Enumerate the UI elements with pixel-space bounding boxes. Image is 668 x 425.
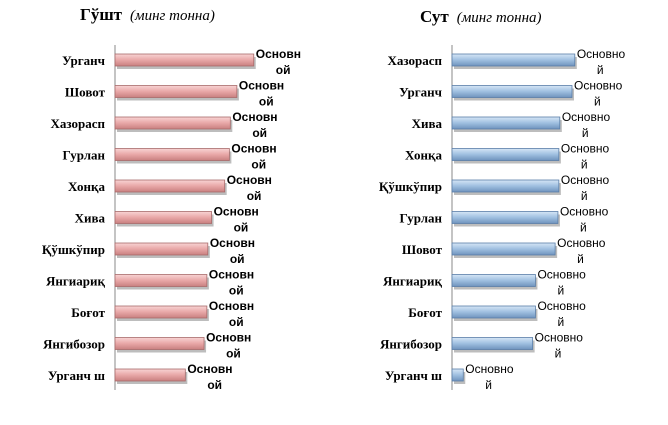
meat-bar [114, 116, 231, 130]
meat-data-label: Основн ой [256, 47, 301, 77]
milk-category-label: Хива [412, 116, 443, 131]
meat-data-label: Основн ой [209, 299, 254, 329]
meat-bar [114, 148, 230, 161]
milk-data-label: Основно й [537, 299, 586, 329]
meat-bar [114, 242, 209, 256]
meat-data-label: Основн ой [239, 79, 284, 109]
milk-category-label: Янгиариқ [383, 274, 442, 289]
meat-data-label: Основн ой [209, 268, 254, 298]
meat-category-label: Янгиариқ [46, 274, 105, 289]
meat-bar [114, 337, 205, 350]
meat-category-label: Шовот [65, 85, 106, 100]
meat-bar [114, 305, 208, 319]
milk-category-label: Хонқа [405, 148, 442, 163]
meat-data-label: Основн ой [227, 173, 272, 203]
milk-bar [451, 337, 534, 350]
milk-data-label: Основно й [562, 110, 611, 140]
milk-chart: Сут (минг тонна) Хазорасп Основно й Урганч О… [379, 7, 626, 392]
meat-bar [114, 274, 208, 287]
meat-chart-bars: Урганч Основн ой Шовот Основн ой Хазорасп Основ… [42, 47, 301, 392]
meat-data-label: Основн ой [231, 142, 276, 172]
milk-bar [451, 85, 573, 98]
milk-category-label: Қўшкўпир [379, 179, 442, 194]
meat-category-label: Янгибозор [43, 337, 105, 352]
milk-category-label: Боғот [408, 305, 442, 320]
milk-bar [451, 53, 576, 67]
meat-category-label: Гурлан [63, 148, 106, 163]
milk-chart-subtitle: (минг тонна) [457, 10, 542, 26]
meat-bar [114, 211, 212, 224]
meat-bar [114, 53, 255, 67]
meat-chart: Гўшт (минг тонна) Урганч Основн ой Шовот Осн… [42, 5, 301, 392]
meat-chart-subtitle: (минг тонна) [130, 8, 215, 24]
milk-bar [451, 116, 561, 130]
meat-category-label: Хонқа [68, 179, 105, 194]
meat-category-label: Урганч ш [48, 368, 105, 383]
milk-data-label: Основно й [574, 79, 623, 109]
milk-bar [451, 274, 536, 287]
milk-data-label: Основно й [577, 47, 626, 77]
milk-bar [451, 211, 559, 224]
milk-bar [451, 368, 464, 382]
meat-category-label: Хива [75, 211, 106, 226]
milk-bar [451, 305, 536, 319]
milk-chart-title-main: Сут [420, 7, 449, 26]
meat-category-label: Қўшкўпир [42, 242, 105, 257]
milk-category-label: Хазорасп [387, 53, 442, 68]
milk-category-label: Шовот [402, 242, 443, 257]
milk-bar [451, 148, 560, 161]
meat-data-label: Основн ой [206, 331, 251, 361]
milk-category-label: Урганч ш [385, 368, 442, 383]
milk-data-label: Основно й [561, 142, 610, 172]
milk-category-label: Урганч [399, 85, 442, 100]
milk-data-label: Основно й [557, 236, 606, 266]
meat-chart-title-main: Гўшт [80, 5, 123, 24]
milk-data-label: Основно й [560, 205, 609, 235]
milk-data-label: Основно й [535, 331, 584, 361]
milk-category-label: Янгибозор [380, 337, 442, 352]
meat-bar [114, 85, 238, 98]
milk-bar [451, 179, 560, 193]
milk-chart-title: Сут (минг тонна) [420, 7, 542, 26]
meat-data-label: Основн ой [187, 362, 232, 392]
meat-data-label: Основн ой [214, 205, 259, 235]
milk-chart-bars: Хазорасп Основно й Урганч Основно й Хива Основн… [379, 47, 626, 392]
meat-category-label: Хазорасп [50, 116, 105, 131]
milk-category-label: Гурлан [400, 211, 443, 226]
meat-bar [114, 179, 226, 193]
meat-bar [114, 368, 186, 382]
meat-data-label: Основн ой [232, 110, 277, 140]
meat-category-label: Боғот [71, 305, 105, 320]
meat-category-label: Урганч [62, 53, 105, 68]
milk-data-label: Основно й [561, 173, 610, 203]
meat-chart-title: Гўшт (минг тонна) [80, 5, 215, 24]
milk-data-label: Основно й [465, 362, 514, 392]
milk-bar [451, 242, 556, 256]
meat-data-label: Основн ой [210, 236, 255, 266]
milk-data-label: Основно й [537, 268, 586, 298]
